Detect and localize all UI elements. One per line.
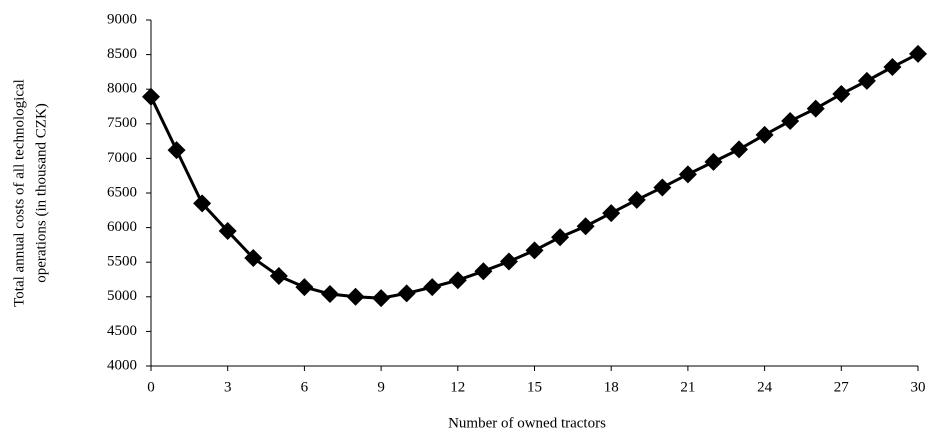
marker <box>423 278 442 297</box>
marker <box>269 267 288 286</box>
marker <box>653 178 672 197</box>
x-tick-label: 27 <box>834 379 850 395</box>
marker <box>448 271 467 290</box>
x-tick-label: 18 <box>604 379 619 395</box>
y-tick-label: 9000 <box>107 11 137 27</box>
marker <box>806 99 825 118</box>
marker <box>857 71 876 90</box>
marker <box>525 241 544 260</box>
marker <box>678 165 697 184</box>
marker <box>397 284 416 303</box>
marker <box>372 289 391 308</box>
y-tick-label: 6500 <box>107 184 137 200</box>
marker <box>832 85 851 104</box>
y-tick-label: 7000 <box>107 150 137 166</box>
marker <box>755 125 774 144</box>
marker <box>167 141 186 160</box>
marker <box>320 285 339 304</box>
marker <box>627 190 646 209</box>
marker <box>551 228 570 247</box>
line <box>149 52 919 300</box>
x-tick-label: 0 <box>147 379 155 395</box>
y-tick-label: 6000 <box>107 219 137 235</box>
marker <box>244 249 263 268</box>
marker <box>730 140 749 159</box>
x-tick-label: 12 <box>450 379 465 395</box>
marker <box>883 58 902 77</box>
marker <box>704 152 723 171</box>
y-tick-label: 8500 <box>107 46 137 62</box>
y-tick-label: 8000 <box>107 81 137 97</box>
y-tick-label: 5500 <box>107 254 137 270</box>
marker <box>781 112 800 131</box>
x-axis-label: Number of owned tractors <box>448 415 606 431</box>
x-tick-label: 30 <box>911 379 926 395</box>
x-tick-label: 9 <box>377 379 385 395</box>
marker <box>909 44 927 63</box>
y-tick-label: 4000 <box>107 357 137 373</box>
x-tick-label: 24 <box>757 379 773 395</box>
marker <box>218 222 237 241</box>
marker <box>295 278 314 297</box>
marker <box>474 262 493 281</box>
marker <box>193 194 212 213</box>
marker <box>346 287 365 306</box>
y-tick-label: 4500 <box>107 323 137 339</box>
x-tick-label: 6 <box>301 379 309 395</box>
y-tick-label: 5000 <box>107 288 137 304</box>
y-axis-label: Total annual costs of all technological <box>11 79 27 307</box>
marker <box>602 204 621 223</box>
y-tick-label: 7500 <box>107 115 137 131</box>
x-tick-label: 21 <box>680 379 695 395</box>
y-axis-label: operations (in thousand CZK) <box>33 103 49 283</box>
x-tick-label: 15 <box>527 379 542 395</box>
x-tick-label: 3 <box>224 379 232 395</box>
marker <box>499 252 518 271</box>
marker <box>576 217 595 236</box>
marker <box>142 87 160 106</box>
